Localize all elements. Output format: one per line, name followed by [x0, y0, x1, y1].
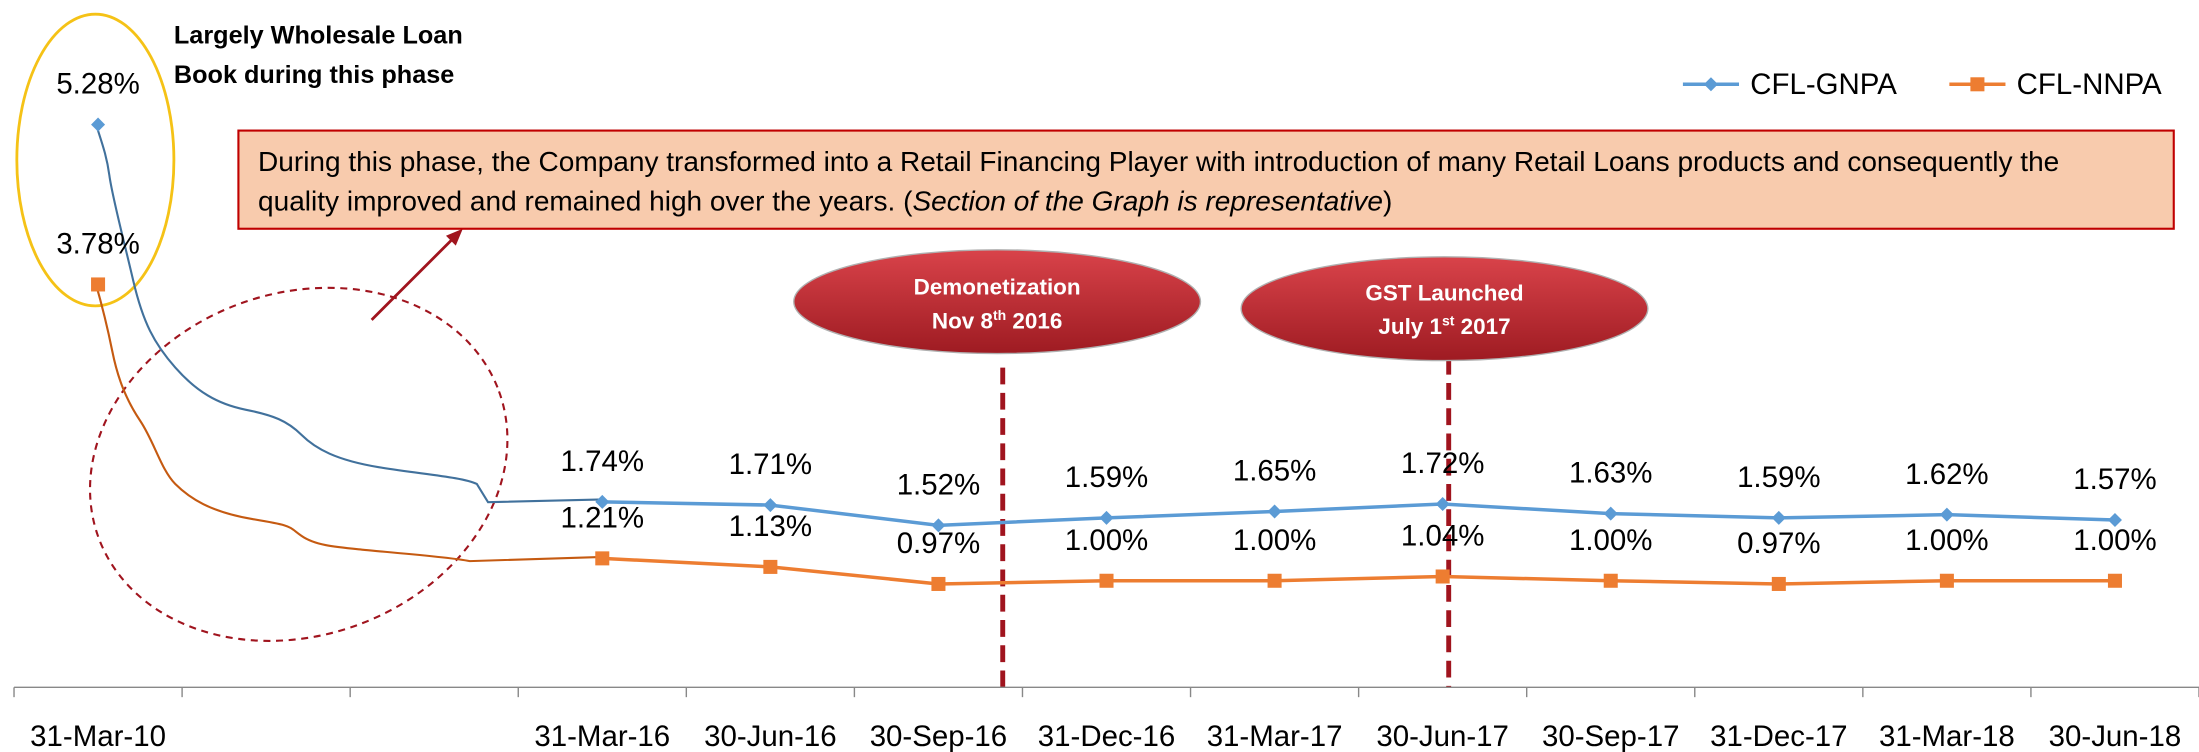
event-label: 2017 [1454, 314, 1510, 339]
point [595, 551, 610, 566]
highlight-oval [15, 12, 176, 308]
data-label: 5.28% [56, 68, 139, 101]
data-label: 1.59% [1737, 461, 1820, 494]
annotation-text: During this phase, the Company transform… [258, 146, 2059, 177]
data-label: 1.63% [1569, 457, 1652, 490]
point [763, 559, 778, 574]
event-label: Nov 8 [932, 308, 993, 333]
event-label: 2016 [1006, 308, 1062, 333]
x-tick-label: 30-Jun-18 [2049, 720, 2182, 752]
data-label: 1.00% [1233, 524, 1316, 557]
event-oval [793, 249, 1202, 355]
arrow [370, 238, 453, 321]
data-label: 1.21% [561, 502, 644, 535]
annotation-text: Section of the Graph is representative [912, 186, 1383, 217]
event-label: Demonetization [914, 275, 1081, 300]
data-label: 3.78% [56, 228, 139, 261]
data-label: 1.59% [1065, 461, 1148, 494]
legend-marker [1970, 77, 1985, 92]
data-label: 1.13% [729, 510, 812, 543]
data-label: 1.00% [2073, 524, 2156, 557]
series-line [602, 500, 2116, 528]
x-tick-label: 31-Mar-16 [534, 720, 670, 752]
data-label: 1.52% [897, 468, 980, 501]
data-label: 1.57% [2073, 463, 2156, 496]
data-label: 1.65% [1233, 455, 1316, 488]
event-label: July 1st 2017 [1378, 313, 1510, 339]
annotation-box [237, 129, 2175, 230]
event-label: GST Launched [1365, 280, 1523, 305]
point [1939, 573, 1954, 588]
point [1939, 507, 1954, 522]
legend-label: CFL-NNPA [2017, 68, 2162, 101]
event-label: st [1442, 313, 1455, 329]
x-tick-label: 31-Mar-17 [1207, 720, 1343, 752]
data-label: 1.00% [1569, 524, 1652, 557]
point [91, 117, 106, 132]
point [1267, 573, 1282, 588]
point [1099, 573, 1114, 588]
x-tick-label: 31-Mar-10 [30, 720, 166, 752]
representative-oval [88, 286, 509, 642]
point [91, 277, 106, 292]
data-label: 0.97% [1737, 527, 1820, 560]
point [1603, 573, 1618, 588]
x-tick-label: 30-Sep-17 [1542, 720, 1679, 752]
data-label: 1.04% [1401, 520, 1484, 553]
point [763, 498, 778, 513]
x-tick-label: 31-Dec-17 [1710, 720, 1847, 752]
representative-curve [94, 281, 604, 563]
arrow-head [445, 228, 463, 246]
point [931, 576, 946, 591]
event-label: Nov 8th 2016 [932, 307, 1062, 333]
data-label: 1.62% [1905, 458, 1988, 491]
point [595, 494, 610, 509]
x-tick-label: 31-Mar-18 [1879, 720, 2015, 752]
series-line [602, 556, 2115, 586]
point [1435, 497, 1450, 512]
event-label: July 1 [1378, 314, 1442, 339]
legend-label: CFL-GNPA [1750, 68, 1897, 101]
event-label: th [993, 307, 1006, 323]
annotation-text: quality improved and remained high over … [258, 186, 1392, 217]
annotation-text: ) [1383, 186, 1392, 217]
point [1603, 506, 1618, 521]
representative-curve [94, 121, 604, 504]
annotation-text: Book during this phase [174, 61, 454, 89]
data-label: 1.74% [561, 445, 644, 478]
point [2107, 573, 2122, 588]
data-label: 1.00% [1905, 524, 1988, 557]
data-label: 1.72% [1401, 447, 1484, 480]
point [1435, 569, 1450, 584]
point [1267, 504, 1282, 519]
annotation-text: quality improved and remained high over … [258, 186, 913, 217]
point [1771, 576, 1786, 591]
x-tick-label: 30-Jun-16 [704, 720, 837, 752]
point [1099, 510, 1114, 525]
data-label: 1.00% [1065, 524, 1148, 557]
annotation-text: Largely Wholesale Loan [174, 22, 463, 50]
x-tick-label: 31-Dec-16 [1038, 720, 1175, 752]
data-label: 1.71% [729, 448, 812, 481]
event-oval [1240, 256, 1649, 362]
x-tick-label: 30-Jun-17 [1376, 720, 1509, 752]
data-label: 0.97% [897, 527, 980, 560]
legend-marker [1703, 77, 1718, 92]
point [1771, 510, 1786, 525]
x-tick-label: 30-Sep-16 [870, 720, 1007, 752]
